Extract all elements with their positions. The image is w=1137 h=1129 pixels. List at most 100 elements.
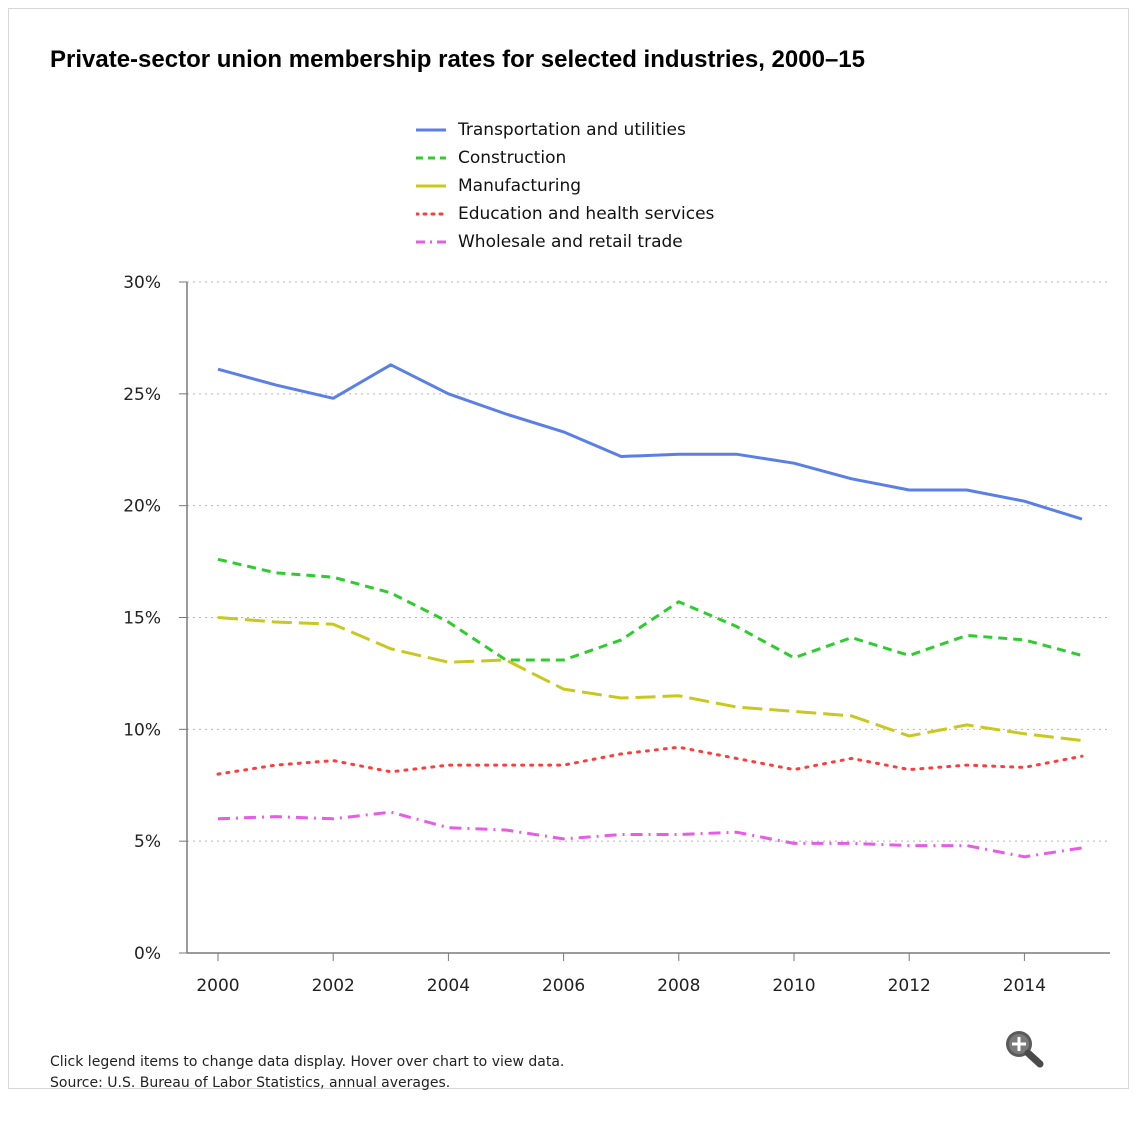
data-point	[733, 623, 739, 629]
data-point	[445, 391, 451, 397]
data-point	[388, 590, 394, 596]
data-point	[503, 411, 509, 417]
x-tick-label: 2008	[657, 976, 700, 996]
data-point	[964, 722, 970, 728]
data-point	[445, 619, 451, 625]
y-tick-label: 25%	[123, 385, 161, 405]
x-tick-label: 2014	[1003, 976, 1046, 996]
legend-item[interactable]: Transportation and utilities	[416, 116, 714, 144]
data-point	[215, 556, 221, 562]
data-point	[273, 762, 279, 768]
x-tick-label: 2012	[888, 976, 931, 996]
data-point	[388, 362, 394, 368]
data-point	[791, 840, 797, 846]
series-line-3	[216, 745, 1084, 776]
data-point	[733, 451, 739, 457]
legend-swatch	[416, 212, 446, 216]
data-point	[849, 713, 855, 719]
chart-footnote: Click legend items to change data displa…	[50, 1052, 564, 1094]
series-line-2	[217, 616, 1083, 742]
data-point	[906, 487, 912, 493]
legend-swatch	[416, 156, 446, 160]
data-point	[618, 751, 624, 757]
data-point	[964, 762, 970, 768]
data-point	[561, 686, 567, 692]
data-point	[1021, 764, 1027, 770]
data-point	[791, 655, 797, 661]
data-point	[273, 814, 279, 820]
y-tick-label: 15%	[123, 609, 161, 629]
data-point	[330, 758, 336, 764]
legend-item[interactable]: Construction	[416, 144, 714, 172]
footnote-source: Source: U.S. Bureau of Labor Statistics,…	[50, 1075, 451, 1091]
data-point	[733, 704, 739, 710]
data-point	[330, 816, 336, 822]
data-point	[503, 762, 509, 768]
data-point	[676, 693, 682, 699]
data-point	[964, 487, 970, 493]
data-point	[733, 829, 739, 835]
legend-swatch	[416, 128, 446, 132]
data-point	[1079, 738, 1085, 744]
data-point	[388, 809, 394, 815]
data-point	[676, 451, 682, 457]
data-point	[1021, 731, 1027, 737]
legend-label: Transportation and utilities	[458, 120, 686, 140]
chart-container	[8, 8, 1129, 1089]
data-point	[906, 733, 912, 739]
chart-title: Private-sector union membership rates fo…	[50, 46, 865, 73]
data-point	[445, 825, 451, 831]
y-tick-label: 30%	[123, 273, 161, 293]
data-point	[791, 767, 797, 773]
data-point	[445, 762, 451, 768]
zoom-in-icon[interactable]	[1002, 1028, 1046, 1068]
data-point	[1079, 845, 1085, 851]
x-tick-label: 2002	[312, 976, 355, 996]
data-point	[618, 695, 624, 701]
data-point	[849, 635, 855, 641]
data-point	[215, 615, 221, 621]
data-point	[1021, 498, 1027, 504]
data-point	[906, 653, 912, 659]
data-point	[273, 619, 279, 625]
data-point	[561, 836, 567, 842]
y-tick-label: 20%	[123, 497, 161, 517]
legend-item[interactable]: Wholesale and retail trade	[416, 228, 714, 256]
data-point	[1021, 637, 1027, 643]
data-point	[1021, 854, 1027, 860]
data-point	[849, 755, 855, 761]
data-point	[330, 574, 336, 580]
data-point	[445, 659, 451, 665]
data-point	[330, 395, 336, 401]
footnote-instructions: Click legend items to change data displa…	[50, 1054, 565, 1070]
legend-label: Wholesale and retail trade	[458, 232, 683, 252]
data-point	[1079, 516, 1085, 522]
data-point	[791, 460, 797, 466]
legend-label: Construction	[458, 148, 567, 168]
series-line-4	[217, 810, 1083, 859]
data-point	[618, 453, 624, 459]
data-point	[964, 843, 970, 849]
data-point	[503, 827, 509, 833]
data-point	[849, 476, 855, 482]
y-tick-label: 0%	[134, 944, 161, 964]
series-line-1	[217, 557, 1083, 662]
data-point	[215, 771, 221, 777]
data-point	[561, 762, 567, 768]
data-point	[330, 621, 336, 627]
data-point	[1079, 753, 1085, 759]
legend-item[interactable]: Education and health services	[416, 200, 714, 228]
data-point	[561, 657, 567, 663]
x-tick-label: 2004	[427, 976, 470, 996]
x-tick-label: 2010	[772, 976, 815, 996]
y-tick-label: 5%	[134, 832, 161, 852]
legend-swatch	[416, 184, 446, 188]
legend-item[interactable]: Manufacturing	[416, 172, 714, 200]
data-point	[618, 831, 624, 837]
data-point	[503, 657, 509, 663]
data-point	[849, 840, 855, 846]
data-point	[273, 382, 279, 388]
data-point	[1079, 653, 1085, 659]
series-line-0	[217, 363, 1083, 521]
